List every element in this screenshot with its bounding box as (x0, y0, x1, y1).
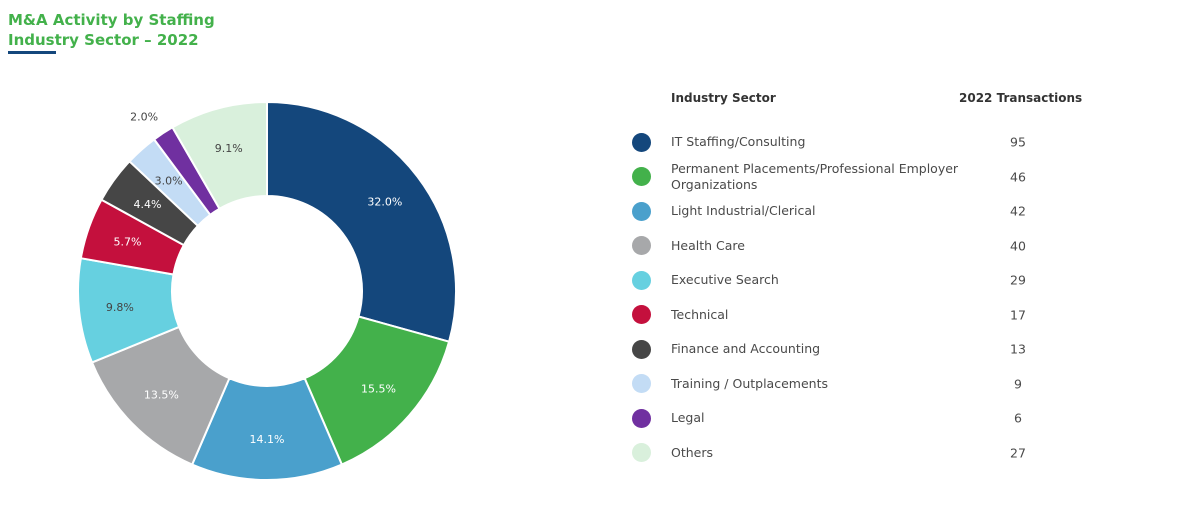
legend-swatch (632, 408, 651, 428)
legend-row-finance-and-accounting: Finance and Accounting 13 (628, 332, 1098, 366)
legend-value: 6 (1014, 410, 1022, 426)
slice-label-others: 9.1% (215, 142, 243, 155)
legend-swatch (632, 443, 651, 462)
legend-row-others: Others 27 (628, 436, 1098, 470)
slice-label-technical: 5.7% (113, 236, 141, 249)
slice-label-light-industrial-clerical: 14.1% (250, 433, 285, 446)
legend-swatch (632, 374, 651, 393)
legend-row-technical: Technical 17 (628, 298, 1098, 332)
legend-swatch (632, 305, 651, 324)
legend-row-health-care: Health Care 40 (628, 229, 1098, 263)
legend-label: Health Care (671, 237, 745, 253)
legend-swatch (632, 270, 651, 290)
legend-swatch (632, 236, 651, 255)
legend-label: Legal (671, 410, 705, 425)
legend-swatch (632, 167, 651, 186)
slice-label-finance-and-accounting: 4.4% (133, 198, 161, 211)
slice-label-it-staffing-consulting: 32.0% (367, 195, 402, 208)
legend-swatch (632, 132, 651, 152)
slice-label-training-outplacements: 3.0% (155, 174, 183, 187)
legend-row-it-staffing-consulting: IT Staffing/Consulting 95 (628, 125, 1098, 159)
legend-value: 95 (1010, 134, 1026, 150)
legend-label: Technical (671, 306, 729, 322)
legend-value: 13 (1010, 341, 1026, 357)
slice-label-legal: 2.0% (130, 110, 158, 123)
legend-header-transactions: 2022 Transactions (959, 91, 1083, 105)
legend-label: Others (671, 444, 714, 460)
legend-value: 40 (1010, 238, 1026, 253)
legend-swatch (632, 339, 651, 359)
slice-label-permanent-placements-professional-employer-organizations: 15.5% (361, 382, 396, 395)
legend-value: 42 (1010, 203, 1026, 219)
legend-label: Executive Search (671, 272, 779, 287)
legend-label: Finance and Accounting (671, 341, 821, 356)
legend-label: IT Staffing/Consulting (671, 134, 806, 149)
slice-label-health-care: 13.5% (144, 389, 179, 402)
legend-header-sector: Industry Sector (671, 91, 776, 105)
donut-chart: 32.0% 15.5% 14.1% 13.5% 9.8% 5.7% 4.4% 3.0% 2.0%… (77, 100, 457, 481)
chart-title: M&A Activity by Staffing Industry Sector… (8, 10, 215, 50)
legend-row-permanent-placements-professional-employer-organizations: Permanent Placements/Professional Employ… (628, 160, 1098, 194)
legend-label: Permanent Placements/Professional Employ… (671, 160, 959, 192)
legend-swatch (632, 201, 651, 221)
legend-row-executive-search: Executive Search 29 (628, 263, 1098, 297)
legend-value: 27 (1010, 445, 1026, 460)
legend-value: 29 (1010, 272, 1026, 288)
chart-title-line1: M&A Activity by Staffing (8, 11, 215, 29)
slice-label-executive-search: 9.8% (106, 301, 134, 314)
legend-value: 46 (1010, 169, 1026, 184)
chart-title-line2: Industry Sector – 2022 (8, 31, 199, 49)
legend-row-light-industrial-clerical: Light Industrial/Clerical 42 (628, 194, 1098, 228)
legend-row-legal: Legal 6 (628, 401, 1098, 435)
title-underline (8, 51, 56, 54)
legend-value: 9 (1014, 376, 1022, 391)
legend-value: 17 (1010, 307, 1026, 322)
legend-table: Industry Sector 2022 Transactions IT Sta… (628, 0, 1188, 516)
legend-row-training-outplacements: Training / Outplacements 9 (628, 367, 1098, 401)
legend-label: Training / Outplacements (671, 375, 828, 391)
legend-label: Light Industrial/Clerical (671, 203, 816, 218)
slice-it-staffing-consulting (266, 100, 457, 343)
slice-others (171, 100, 268, 211)
